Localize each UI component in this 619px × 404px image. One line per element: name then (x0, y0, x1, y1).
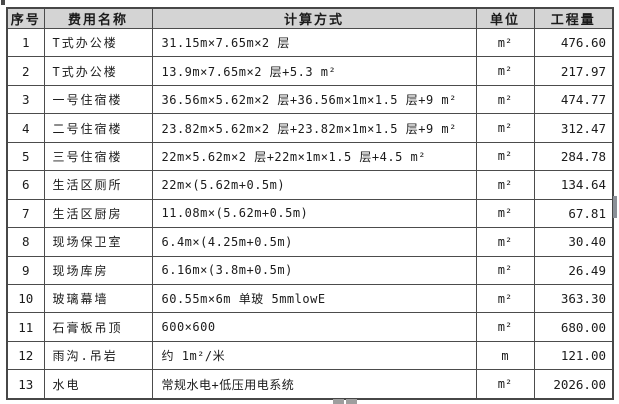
cell-name: 石膏板吊顶 (43, 312, 153, 342)
cell-no: 13 (6, 369, 45, 400)
cell-unit: m² (475, 27, 535, 58)
selection-handle[interactable] (346, 399, 357, 404)
cell-name: 水电 (43, 369, 153, 400)
cell-qty: 680.00 (533, 312, 614, 342)
cost-table: 序号 费用名称 计算方式 单位 工程量 1 T式办公楼 31.15m×7.65m… (6, 7, 614, 400)
table-row: 12 雨沟.吊岩 约 1m²/米 m 121.00 (6, 340, 614, 371)
cell-unit: m (475, 340, 535, 371)
table-row: 2 T式办公楼 13.9m×7.65m×2 层+5.3 m² m² 217.97 (6, 56, 614, 86)
table-header: 序号 费用名称 计算方式 单位 工程量 (6, 7, 614, 29)
cell-no: 6 (6, 170, 45, 200)
column-header-unit: 单位 (475, 7, 535, 29)
cell-qty: 363.30 (533, 283, 614, 314)
cell-unit: m² (475, 84, 535, 115)
cell-no: 12 (6, 340, 45, 371)
cell-no: 10 (6, 283, 45, 314)
cell-method: 11.08m×(5.62m+0.5m) (151, 198, 477, 229)
corner-artifact (1, 0, 5, 5)
cell-unit: m² (475, 170, 535, 200)
cell-qty: 30.40 (533, 227, 614, 257)
cell-qty: 474.77 (533, 84, 614, 115)
table-row: 1 T式办公楼 31.15m×7.65m×2 层 m² 476.60 (6, 27, 614, 58)
cell-method: 600×600 (151, 312, 477, 342)
cell-method: 23.82m×5.62m×2 层+23.82m×1m×1.5 层+9 m² (151, 113, 477, 143)
cell-no: 2 (6, 56, 45, 86)
column-header-name: 费用名称 (43, 7, 153, 29)
cell-method: 约 1m²/米 (151, 340, 477, 371)
cell-qty: 312.47 (533, 113, 614, 143)
cell-method: 6.4m×(4.25m+0.5m) (151, 227, 477, 257)
cell-qty: 2026.00 (533, 369, 614, 400)
cell-unit: m² (475, 369, 535, 400)
table-row: 7 生活区厨房 11.08m×(5.62m+0.5m) m² 67.81 (6, 198, 614, 229)
cell-name: 二号住宿楼 (43, 113, 153, 143)
column-header-method: 计算方式 (151, 7, 477, 29)
cell-name: 现场库房 (43, 255, 153, 285)
cell-no: 4 (6, 113, 45, 143)
cell-name: 生活区厕所 (43, 170, 153, 200)
cell-method: 31.15m×7.65m×2 层 (151, 27, 477, 58)
cell-unit: m² (475, 255, 535, 285)
table-row: 9 现场库房 6.16m×(3.8m+0.5m) m² 26.49 (6, 255, 614, 285)
cell-method: 60.55m×6m 单玻 5mmlowE (151, 283, 477, 314)
cell-name: 雨沟.吊岩 (43, 340, 153, 371)
cell-name: 一号住宿楼 (43, 84, 153, 115)
cell-name: 生活区厨房 (43, 198, 153, 229)
cell-qty: 26.49 (533, 255, 614, 285)
column-header-qty: 工程量 (533, 7, 614, 29)
cell-unit: m² (475, 113, 535, 143)
cell-no: 7 (6, 198, 45, 229)
cell-name: T式办公楼 (43, 27, 153, 58)
cost-sheet: 序号 费用名称 计算方式 单位 工程量 1 T式办公楼 31.15m×7.65m… (6, 7, 614, 400)
cell-method: 36.56m×5.62m×2 层+36.56m×1m×1.5 层+9 m² (151, 84, 477, 115)
cell-name: T式办公楼 (43, 56, 153, 86)
cell-no: 1 (6, 27, 45, 58)
cell-qty: 284.78 (533, 141, 614, 172)
cell-no: 5 (6, 141, 45, 172)
table-row: 6 生活区厕所 22m×(5.62m+0.5m) m² 134.64 (6, 170, 614, 200)
cell-qty: 121.00 (533, 340, 614, 371)
cell-unit: m² (475, 198, 535, 229)
cell-unit: m² (475, 141, 535, 172)
cell-unit: m² (475, 227, 535, 257)
cell-qty: 217.97 (533, 56, 614, 86)
cell-unit: m² (475, 56, 535, 86)
table-row: 8 现场保卫室 6.4m×(4.25m+0.5m) m² 30.40 (6, 227, 614, 257)
cell-no: 3 (6, 84, 45, 115)
cell-no: 11 (6, 312, 45, 342)
cell-unit: m² (475, 312, 535, 342)
cell-qty: 134.64 (533, 170, 614, 200)
cell-no: 8 (6, 227, 45, 257)
cell-method: 13.9m×7.65m×2 层+5.3 m² (151, 56, 477, 86)
cell-method: 常规水电+低压用电系统 (151, 369, 477, 400)
cell-name: 玻璃幕墙 (43, 283, 153, 314)
cell-qty: 476.60 (533, 27, 614, 58)
table-row: 11 石膏板吊顶 600×600 m² 680.00 (6, 312, 614, 342)
table-row: 13 水电 常规水电+低压用电系统 m² 2026.00 (6, 369, 614, 400)
table-row: 10 玻璃幕墙 60.55m×6m 单玻 5mmlowE m² 363.30 (6, 283, 614, 314)
cell-method: 22m×(5.62m+0.5m) (151, 170, 477, 200)
header-row: 序号 费用名称 计算方式 单位 工程量 (6, 7, 614, 29)
scrollbar-thumb[interactable] (613, 196, 617, 218)
cell-method: 6.16m×(3.8m+0.5m) (151, 255, 477, 285)
column-header-no: 序号 (6, 7, 45, 29)
cell-name: 三号住宿楼 (43, 141, 153, 172)
cell-no: 9 (6, 255, 45, 285)
selection-handle[interactable] (333, 399, 344, 404)
cell-name: 现场保卫室 (43, 227, 153, 257)
table-row: 4 二号住宿楼 23.82m×5.62m×2 层+23.82m×1m×1.5 层… (6, 113, 614, 143)
cell-method: 22m×5.62m×2 层+22m×1m×1.5 层+4.5 m² (151, 141, 477, 172)
cell-unit: m² (475, 283, 535, 314)
table-row: 5 三号住宿楼 22m×5.62m×2 层+22m×1m×1.5 层+4.5 m… (6, 141, 614, 172)
cell-qty: 67.81 (533, 198, 614, 229)
table-row: 3 一号住宿楼 36.56m×5.62m×2 层+36.56m×1m×1.5 层… (6, 84, 614, 115)
